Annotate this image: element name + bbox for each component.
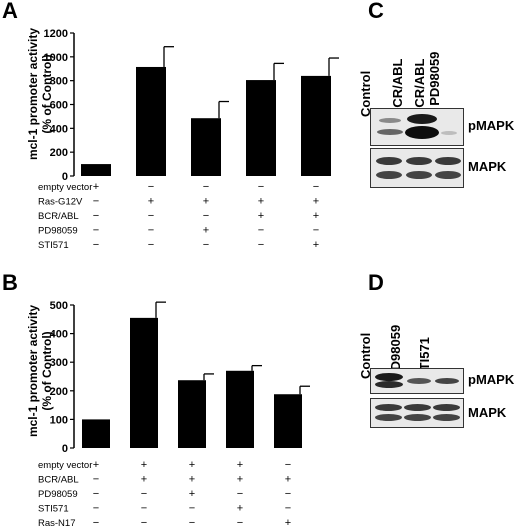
chart-b-condition-label-1: empty vector: [38, 460, 92, 471]
blot-d-row-pmapk: pMAPK: [468, 372, 515, 387]
chart-a-ytick-label-5: 1000: [44, 52, 68, 64]
chart-b-sign-r3-c3: +: [189, 488, 195, 500]
chart-a-sign-r5-c2: −: [148, 239, 154, 251]
chart-b-sign-r2-c1: −: [93, 474, 99, 486]
chart-b-sign-r1-c1: +: [93, 459, 99, 471]
chart-a-sign-r4-c4: −: [258, 225, 264, 237]
chart-a-bar-3: [191, 118, 221, 176]
chart-b-sign-r3-c1: −: [93, 488, 99, 500]
chart-b-sign-r4-c1: −: [93, 503, 99, 515]
chart-b-sign-r4-c4: +: [237, 503, 243, 515]
chart-b-sign-r1-c3: +: [189, 459, 195, 471]
chart-b-sign-r4-c5: −: [285, 503, 291, 515]
chart-b-ytick-label-3: 300: [50, 357, 68, 369]
chart-a-sign-r4-c5: −: [313, 225, 319, 237]
chart-b-sign-r1-c2: +: [141, 459, 147, 471]
chart-a-ytick-label-1: 200: [50, 147, 68, 159]
chart-a-bar-4: [246, 80, 276, 176]
chart-b-sign-r5-c2: −: [141, 517, 147, 529]
chart-a-sign-r5-c4: −: [258, 239, 264, 251]
chart-a-sign-r2-c3: +: [203, 196, 209, 208]
chart-a-condition-label-3: BCR/ABL: [38, 211, 79, 222]
chart-b-sign-r1-c5: −: [285, 459, 291, 471]
chart-b-sign-r3-c4: −: [237, 488, 243, 500]
chart-b-sign-r5-c3: −: [189, 517, 195, 529]
blot-c-pmapk: [370, 108, 464, 146]
chart-b-condition-label-3: PD98059: [38, 489, 78, 500]
chart-b-bar-5: [274, 394, 302, 448]
chart-b-sign-r2-c2: +: [141, 474, 147, 486]
chart-a-sign-r1-c4: −: [258, 181, 264, 193]
panel-letter-c: C: [368, 0, 384, 23]
chart-a-sign-r1-c3: −: [203, 181, 209, 193]
chart-b-sign-r5-c1: −: [93, 517, 99, 529]
chart-b-sign-r3-c5: −: [285, 488, 291, 500]
chart-b-sign-r1-c4: +: [237, 459, 243, 471]
chart-a-sign-r3-c2: −: [148, 210, 154, 222]
chart-a-sign-r3-c1: −: [93, 210, 99, 222]
panel-letter-b: B: [2, 270, 18, 295]
chart-a-bar-2: [136, 66, 166, 176]
blot-d-row-mapk: MAPK: [468, 405, 507, 420]
chart-a-sign-r1-c1: +: [93, 181, 99, 193]
chart-b-condition-label-4: STI571: [38, 504, 69, 515]
blot-c-mapk: [370, 148, 464, 188]
chart-b-bar-2: [130, 317, 158, 448]
chart-b-ytick-label-0: 0: [62, 443, 68, 455]
chart-a-sign-r3-c4: +: [258, 210, 264, 222]
blot-d-pmapk: [370, 368, 464, 394]
chart-a-sign-r2-c4: +: [258, 196, 264, 208]
chart-a-sign-r1-c2: −: [148, 181, 154, 193]
chart-b-bar-3: [178, 380, 206, 448]
chart-b-ytick-label-4: 400: [50, 329, 68, 341]
chart-b-condition-label-2: BCR/ABL: [38, 475, 79, 486]
chart-a-sign-r1-c5: −: [313, 181, 319, 193]
chart-b-ytick-label-5: 500: [50, 300, 68, 312]
chart-b-bar-1: [82, 419, 110, 448]
chart-a-ytick-label-2: 400: [50, 123, 68, 135]
chart-a-sign-r2-c5: +: [313, 196, 319, 208]
blot-d-mapk: [370, 398, 464, 428]
chart-a-sign-r4-c2: −: [148, 225, 154, 237]
chart-a-sign-r2-c1: −: [93, 196, 99, 208]
blot-c-row-mapk: MAPK: [468, 159, 507, 174]
chart-b-condition-label-5: Ras-N17: [38, 518, 76, 529]
chart-a-sign-r3-c3: −: [203, 210, 209, 222]
chart-a-condition-label-2: Ras-G12V: [38, 197, 83, 208]
chart-a-ytick-label-6: 1200: [44, 28, 68, 40]
chart-b-sign-r2-c4: +: [237, 474, 243, 486]
chart-b-ytick-label-2: 200: [50, 386, 68, 398]
chart-b-sign-r2-c3: +: [189, 474, 195, 486]
chart-b-sign-r2-c5: +: [285, 474, 291, 486]
chart-a-bar-5: [301, 75, 331, 176]
chart-a-sign-r2-c2: +: [148, 196, 154, 208]
chart-a-condition-label-5: STI571: [38, 240, 69, 251]
blot-c-row-pmapk: pMAPK: [468, 118, 515, 133]
chart-b-sign-r4-c2: −: [141, 503, 147, 515]
panel-letter-a: A: [2, 0, 18, 23]
chart-b-sign-r4-c3: −: [189, 503, 195, 515]
chart-a-sign-r5-c3: −: [203, 239, 209, 251]
chart-a-ytick-label-0: 0: [62, 171, 68, 183]
chart-a-sign-r4-c1: −: [93, 225, 99, 237]
chart-b-sign-r5-c4: −: [237, 517, 243, 529]
chart-a-sign-r4-c3: +: [203, 225, 209, 237]
chart-b-sign-r5-c5: +: [285, 517, 291, 529]
panel-letter-d: D: [368, 270, 384, 295]
chart-b-ytick-label-1: 100: [50, 414, 68, 426]
chart-b-bar-4: [226, 370, 254, 448]
chart-a-sign-r5-c5: +: [313, 239, 319, 251]
chart-a-condition-label-4: PD98059: [38, 226, 78, 237]
chart-a-bar-1: [81, 164, 111, 176]
chart-a-sign-r5-c1: −: [93, 239, 99, 251]
chart-a-ytick-label-3: 600: [50, 100, 68, 112]
chart-b-sign-r3-c2: −: [141, 488, 147, 500]
chart-a-condition-label-1: empty vector: [38, 182, 92, 193]
chart-a-sign-r3-c5: +: [313, 210, 319, 222]
chart-a-ytick-label-4: 800: [50, 76, 68, 88]
